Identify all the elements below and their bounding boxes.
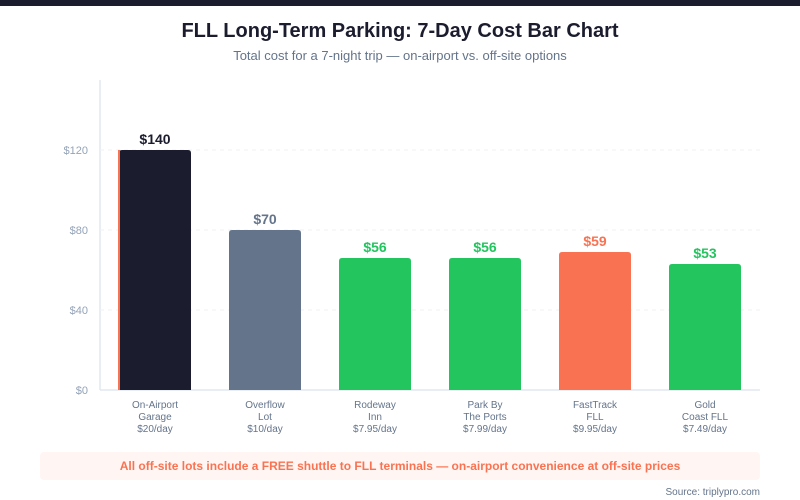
bar: [119, 150, 191, 390]
x-tick-label: FLL: [586, 412, 604, 423]
bar-value-label: $70: [253, 211, 277, 227]
source-note: Source: triplypro.com: [665, 487, 760, 498]
bar-value-label: $140: [139, 131, 170, 147]
x-tick-label: $7.99/day: [463, 424, 507, 435]
x-tick-label: $20/day: [137, 424, 173, 435]
x-tick-label: Inn: [368, 412, 382, 423]
bar: [229, 230, 301, 390]
x-tick-label: Rodeway: [354, 400, 396, 411]
x-tick-label: Lot: [258, 412, 272, 423]
shuttle-callout: All off-site lots include a FREE shuttle…: [40, 452, 760, 480]
x-tick-label: Park By: [467, 400, 502, 411]
bar: [449, 258, 521, 390]
x-tick-label: $9.95/day: [573, 424, 617, 435]
y-tick-label: $80: [70, 225, 88, 237]
y-tick-label: $40: [70, 305, 88, 317]
top-accent-bar: [0, 0, 800, 6]
x-tick-label: Coast FLL: [682, 412, 729, 423]
x-tick-label: Overflow: [245, 400, 285, 411]
bar-value-label: $53: [693, 245, 717, 261]
x-tick-label: Gold: [694, 400, 715, 411]
bar-value-label: $56: [363, 239, 387, 255]
x-tick-label: $7.49/day: [683, 424, 727, 435]
bar-value-label: $56: [473, 239, 497, 255]
y-tick-label: $120: [64, 145, 88, 157]
bar-highlight-edge: [118, 150, 120, 390]
y-tick-label: $0: [76, 385, 88, 397]
bar: [669, 264, 741, 390]
x-tick-label: On-Airport: [132, 400, 178, 411]
x-tick-label: $10/day: [247, 424, 283, 435]
bar: [339, 258, 411, 390]
bar-value-label: $59: [583, 233, 607, 249]
chart-subtitle: Total cost for a 7-night trip — on-airpo…: [233, 48, 567, 63]
x-tick-label: $7.95/day: [353, 424, 397, 435]
x-tick-label: Garage: [138, 412, 172, 423]
bar: [559, 252, 631, 390]
x-tick-label: FastTrack: [573, 400, 618, 411]
x-tick-label: The Ports: [463, 412, 506, 423]
chart-title: FLL Long-Term Parking: 7-Day Cost Bar Ch…: [181, 20, 619, 42]
